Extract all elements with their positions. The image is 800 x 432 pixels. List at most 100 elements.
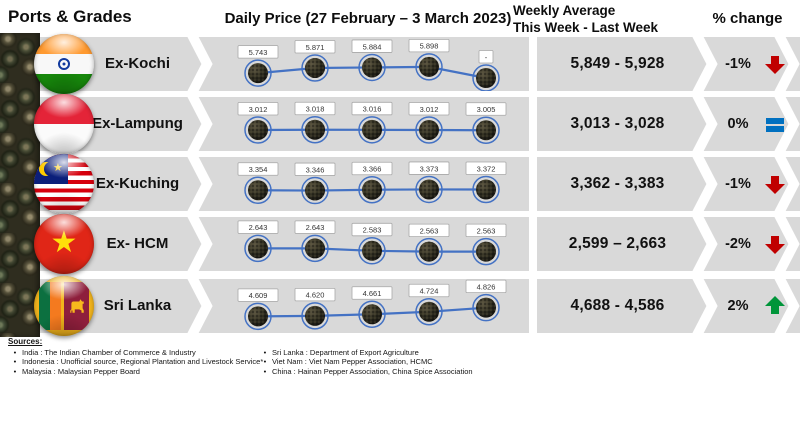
price-label-box [294, 220, 336, 234]
daily-price-chart: 2.643 2.643 2.583 2.563 2.563 [187, 217, 800, 271]
price-label: 5.743 [249, 48, 268, 57]
bullet-icon: • [263, 357, 267, 367]
down-arrow-icon [764, 234, 786, 254]
source-item: • India : The Indian Chamber of Commerce … [8, 348, 258, 357]
price-label: 4.620 [306, 291, 325, 300]
chevron-separator [692, 97, 718, 151]
bullet-icon: • [13, 366, 17, 376]
price-label: 3.346 [306, 165, 325, 174]
peppercorn-texture [362, 240, 382, 261]
price-point-ring [358, 300, 386, 329]
port-label: Ex-Kochi [104, 55, 170, 72]
chevron-separator [774, 157, 800, 211]
price-label-box [408, 161, 450, 175]
sources-section: Sources: • India : The Indian Chamber of … [8, 337, 788, 379]
undefined [766, 126, 784, 132]
chevron-separator [774, 37, 800, 91]
vietnam-flag-icon: ★ [34, 214, 94, 274]
price-label: 3.373 [420, 164, 439, 173]
peppercorn-texture [248, 238, 268, 259]
price-label: 4.609 [249, 291, 268, 300]
peppercorn-texture [476, 297, 496, 318]
weekly-average-value: 3,362 - 3,383 [570, 175, 665, 192]
price-point-ring [244, 116, 272, 144]
peppercorn-texture [419, 179, 439, 200]
price-label: 3.366 [363, 165, 382, 174]
price-label: - [485, 53, 488, 62]
peppercorn-texture [362, 304, 382, 325]
peppercorn-texture [419, 56, 439, 77]
indonesia-flag-icon [34, 94, 94, 154]
price-label-box [294, 40, 336, 54]
up-arrow-icon [764, 296, 786, 316]
peppercorn-texture [476, 120, 496, 141]
source-text: Viet Nam : Viet Nam Pepper Association, … [272, 357, 433, 367]
price-label-box [294, 162, 336, 176]
price-label: 3.005 [477, 105, 496, 114]
port-row-vietnam: 2.643 2.643 2.583 2.563 2.563 Ex- HCM 2,599 – … [40, 217, 800, 271]
price-point-ring [472, 175, 500, 204]
price-label-box [237, 45, 279, 59]
peppercorn-texture [476, 68, 496, 88]
chevron-separator [187, 97, 213, 151]
peppercorn-texture [305, 119, 325, 140]
chevron-separator [187, 279, 213, 333]
down-arrow-icon [764, 174, 786, 194]
pct-change-value: -1% [725, 176, 751, 192]
source-item: • Viet Nam : Viet Nam Pepper Association,… [258, 357, 558, 366]
peppercorn-texture [362, 119, 382, 140]
price-point-ring [301, 115, 329, 144]
price-label: 3.012 [420, 105, 439, 114]
chevron-separator [692, 217, 718, 271]
chevron-separator [692, 37, 718, 91]
band-gap [529, 97, 537, 151]
india-flag-icon [34, 34, 94, 94]
source-text: India : The Indian Chamber of Commerce &… [22, 348, 196, 357]
price-point-ring [415, 175, 443, 204]
source-text: China : Hainan Pepper Association, China… [272, 366, 473, 376]
price-label-box [237, 102, 279, 116]
price-point-ring [301, 176, 329, 205]
port-row-indonesia: 3.012 3.018 3.016 3.012 3.005 Ex-Lampung 3,013… [40, 97, 800, 151]
down-arrow-icon [764, 54, 786, 74]
weekly-average-line1: Weekly Average [513, 3, 616, 18]
undefined [771, 56, 779, 64]
price-label: 4.724 [420, 287, 439, 296]
price-label: 2.643 [306, 223, 325, 232]
sources-title: Sources: [8, 337, 43, 346]
price-label: 5.898 [420, 42, 439, 51]
price-label: 3.354 [249, 165, 268, 174]
band-gap [529, 279, 537, 333]
price-label-box [294, 287, 336, 302]
price-label-box [408, 38, 450, 53]
bullet-icon: • [263, 348, 267, 357]
price-point-ring [244, 176, 272, 204]
band-gap [529, 37, 537, 91]
weekly-average-value: 3,013 - 3,028 [570, 115, 665, 132]
peppercorn-texture [362, 57, 382, 78]
bullet-icon: • [263, 366, 267, 376]
price-label-box [351, 161, 393, 176]
peppercorn-texture [419, 301, 439, 322]
peppercorn-texture [305, 305, 325, 326]
undefined [765, 296, 785, 306]
port-label: Ex-Lampung [92, 115, 183, 132]
peppercorn-texture [248, 306, 268, 327]
price-label-box [478, 50, 494, 64]
weekly-average-value: 2,599 – 2,663 [568, 235, 667, 252]
price-point-ring [301, 54, 329, 82]
source-item: • China : Hainan Pepper Association, Chin… [258, 367, 558, 376]
price-label-box [351, 222, 393, 237]
chevron-separator [774, 279, 800, 333]
price-label: 3.372 [477, 164, 496, 173]
sri-lanka-flag-icon [34, 276, 94, 336]
price-label-box [351, 101, 393, 116]
price-point-ring [415, 297, 443, 326]
price-label: 3.012 [249, 105, 268, 114]
undefined [771, 236, 779, 244]
price-label-box [237, 220, 279, 234]
price-label: 2.563 [420, 226, 439, 235]
price-point-ring [301, 234, 329, 263]
price-label: 5.871 [306, 43, 325, 52]
